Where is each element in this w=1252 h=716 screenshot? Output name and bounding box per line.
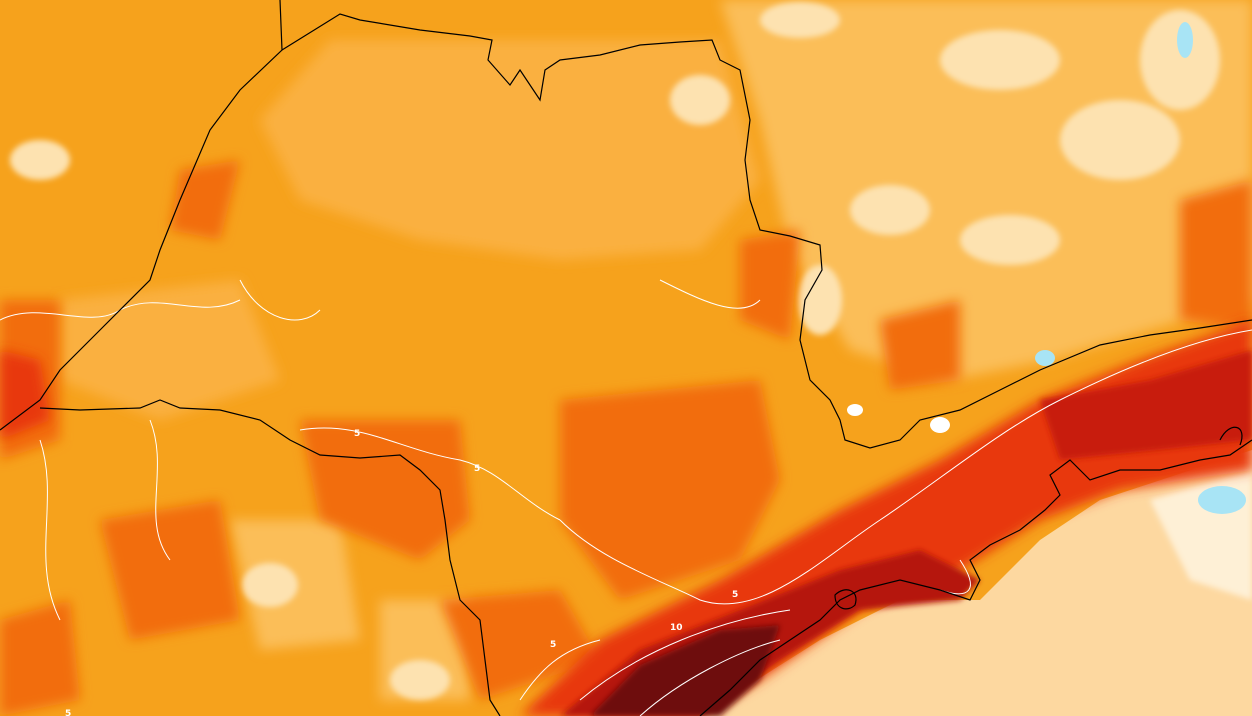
pale-spots xyxy=(10,2,1220,700)
island-outline xyxy=(834,589,857,610)
contour-labels: 5 5 5 5 10 5 xyxy=(65,429,738,716)
contour-lines xyxy=(0,279,1252,716)
contour-label-5: 5 xyxy=(354,429,360,439)
ocean-area xyxy=(700,450,1252,716)
state-border-south xyxy=(39,399,501,716)
state-border-top xyxy=(281,13,1252,449)
contour-label-5: 5 xyxy=(474,464,480,474)
contour-label-5: 5 xyxy=(550,640,556,650)
contour-label-10: 10 xyxy=(670,623,683,633)
coastline-north-east xyxy=(1219,426,1243,446)
orange-red-regions xyxy=(0,160,1252,716)
cold-spots xyxy=(847,22,1246,514)
contour-label-5: 5 xyxy=(732,590,738,600)
coastline xyxy=(699,439,1252,716)
contour-label-5: 5 xyxy=(65,709,71,716)
maroon-max-area xyxy=(590,625,780,716)
state-border-north xyxy=(0,0,283,431)
